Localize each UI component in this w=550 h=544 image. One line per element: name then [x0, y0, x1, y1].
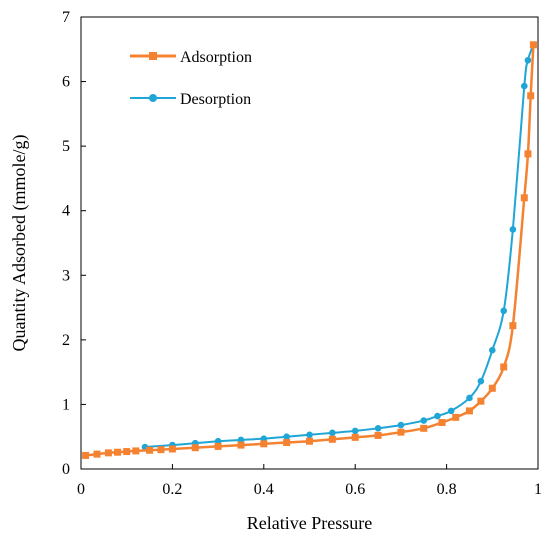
series-adsorption — [82, 41, 537, 459]
data-point-desorption — [420, 417, 428, 424]
data-point-adsorption — [104, 449, 112, 457]
data-point-adsorption — [283, 439, 291, 447]
tick-layer: 0 0.2 0.4 0.6 0.8 1 0 1 2 3 4 5 6 7 — [62, 9, 542, 498]
data-point-adsorption — [374, 431, 382, 439]
data-point-adsorption — [477, 397, 485, 405]
data-point-adsorption — [524, 150, 532, 158]
y-tick-label: 1 — [62, 396, 70, 413]
x-tick-label: 0.8 — [437, 481, 457, 498]
y-tick-label: 3 — [62, 267, 70, 284]
data-point-adsorption — [306, 437, 313, 445]
data-point-adsorption — [237, 441, 245, 449]
data-point-desorption — [283, 433, 290, 441]
data-point-desorption — [447, 407, 455, 415]
data-point-adsorption — [260, 440, 268, 448]
legend-swatch-adsorption-marker — [149, 52, 157, 60]
data-point-adsorption — [114, 448, 122, 456]
data-point-desorption — [351, 427, 359, 435]
y-tick-label: 0 — [62, 461, 70, 478]
data-point-desorption — [237, 436, 245, 444]
data-point-adsorption — [168, 445, 176, 453]
series-line-desorption — [143, 43, 535, 449]
data-point-desorption — [329, 429, 336, 437]
legend-label-adsorption: Adsorption — [180, 49, 252, 66]
y-tick-label: 4 — [62, 203, 70, 220]
data-point-desorption — [489, 346, 496, 354]
y-axis-title: Quantity Adsorbed (mmole/g) — [9, 135, 30, 352]
data-point-desorption — [374, 425, 382, 432]
data-point-adsorption — [82, 451, 90, 459]
data-point-desorption — [306, 431, 313, 439]
data-point-adsorption — [146, 446, 154, 454]
y-tick-label: 2 — [62, 332, 70, 349]
data-point-adsorption — [465, 407, 473, 415]
x-tick-label: 0.6 — [345, 481, 365, 498]
y-tick-label: 5 — [62, 138, 70, 155]
x-tick-label: 0.4 — [254, 481, 274, 498]
data-point-adsorption — [452, 413, 460, 421]
data-point-adsorption — [157, 446, 165, 454]
data-point-adsorption — [328, 435, 336, 443]
legend-swatch-desorption-marker — [149, 94, 157, 102]
legend-item-adsorption: Adsorption — [130, 49, 252, 66]
data-point-adsorption — [191, 444, 199, 452]
data-point-adsorption — [214, 442, 222, 450]
x-tick-label: 0.2 — [162, 481, 182, 498]
data-point-adsorption — [500, 363, 508, 371]
y-tick-label: 6 — [62, 74, 70, 91]
data-point-desorption — [477, 377, 485, 385]
data-point-desorption — [524, 56, 532, 64]
data-point-adsorption — [520, 194, 528, 202]
legend-item-desorption: Desorption — [130, 91, 251, 108]
data-point-desorption — [397, 421, 405, 429]
x-tick-label: 0 — [77, 481, 85, 498]
data-point-desorption — [466, 394, 473, 402]
data-point-desorption — [520, 82, 528, 90]
data-point-desorption — [434, 412, 441, 420]
data-point-adsorption — [529, 41, 537, 49]
data-point-adsorption — [488, 384, 496, 392]
data-point-adsorption — [420, 424, 428, 432]
plot-frame — [80, 16, 539, 470]
data-point-desorption — [260, 435, 268, 442]
y-tick-label: 7 — [62, 9, 70, 26]
series-layer — [82, 41, 537, 459]
data-point-desorption — [509, 226, 517, 233]
data-point-adsorption — [123, 448, 131, 456]
legend-label-desorption: Desorption — [180, 91, 251, 108]
data-point-adsorption — [438, 419, 446, 427]
data-point-adsorption — [397, 428, 405, 436]
legend: Adsorption Desorption — [130, 49, 252, 108]
data-point-desorption — [500, 307, 508, 315]
data-point-desorption — [214, 437, 222, 445]
data-point-adsorption — [527, 92, 535, 100]
data-point-adsorption — [132, 447, 140, 455]
x-axis-title: Relative Pressure — [247, 513, 372, 533]
x-tick-label: 1 — [534, 481, 542, 498]
data-point-adsorption — [93, 450, 101, 458]
data-point-adsorption — [351, 433, 359, 441]
data-point-adsorption — [509, 322, 517, 330]
